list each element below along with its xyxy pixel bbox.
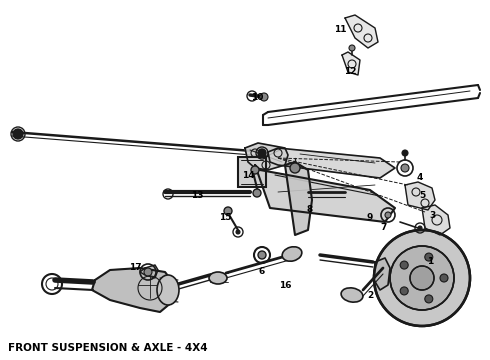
- Text: 2: 2: [367, 291, 373, 300]
- Ellipse shape: [209, 272, 227, 284]
- Text: 3: 3: [429, 211, 435, 220]
- Circle shape: [402, 150, 408, 156]
- Polygon shape: [345, 15, 378, 48]
- Bar: [238, 157, 266, 187]
- Text: 7: 7: [381, 224, 387, 233]
- Circle shape: [224, 207, 232, 215]
- Circle shape: [400, 261, 408, 269]
- Circle shape: [251, 166, 259, 174]
- Polygon shape: [245, 143, 288, 170]
- Text: 1: 1: [427, 257, 433, 266]
- Text: 5: 5: [419, 192, 425, 201]
- Text: 12: 12: [344, 68, 356, 77]
- Circle shape: [390, 246, 454, 310]
- Circle shape: [13, 129, 23, 139]
- Polygon shape: [342, 52, 360, 75]
- Circle shape: [401, 164, 409, 172]
- Text: 15: 15: [219, 213, 231, 222]
- Circle shape: [260, 93, 268, 101]
- Circle shape: [236, 230, 240, 234]
- Circle shape: [349, 45, 355, 51]
- Polygon shape: [285, 162, 312, 235]
- Text: 6: 6: [259, 267, 265, 276]
- Circle shape: [418, 226, 422, 230]
- Ellipse shape: [282, 247, 302, 261]
- Polygon shape: [405, 182, 435, 210]
- Circle shape: [385, 212, 391, 218]
- Text: 17: 17: [129, 264, 141, 273]
- Circle shape: [374, 230, 470, 326]
- Text: 11: 11: [334, 26, 346, 35]
- Polygon shape: [422, 205, 450, 235]
- Circle shape: [425, 295, 433, 303]
- Circle shape: [258, 149, 266, 157]
- Circle shape: [290, 163, 300, 173]
- Circle shape: [258, 251, 266, 259]
- Circle shape: [425, 253, 433, 261]
- Text: 14: 14: [242, 171, 254, 180]
- Ellipse shape: [341, 288, 363, 302]
- Text: 9: 9: [367, 213, 373, 222]
- Text: 16: 16: [279, 280, 291, 289]
- Ellipse shape: [157, 275, 179, 305]
- Circle shape: [410, 266, 434, 290]
- Text: 4: 4: [417, 172, 423, 181]
- Text: 13: 13: [191, 190, 203, 199]
- Circle shape: [400, 287, 408, 295]
- Polygon shape: [374, 258, 390, 290]
- Text: 8: 8: [307, 206, 313, 215]
- Polygon shape: [268, 148, 395, 178]
- Circle shape: [440, 274, 448, 282]
- Polygon shape: [140, 265, 158, 278]
- Text: 10: 10: [251, 93, 263, 102]
- Polygon shape: [255, 165, 395, 222]
- Circle shape: [253, 189, 261, 197]
- Polygon shape: [92, 268, 175, 312]
- Circle shape: [144, 268, 152, 276]
- Text: FRONT SUSPENSION & AXLE - 4X4: FRONT SUSPENSION & AXLE - 4X4: [8, 343, 208, 353]
